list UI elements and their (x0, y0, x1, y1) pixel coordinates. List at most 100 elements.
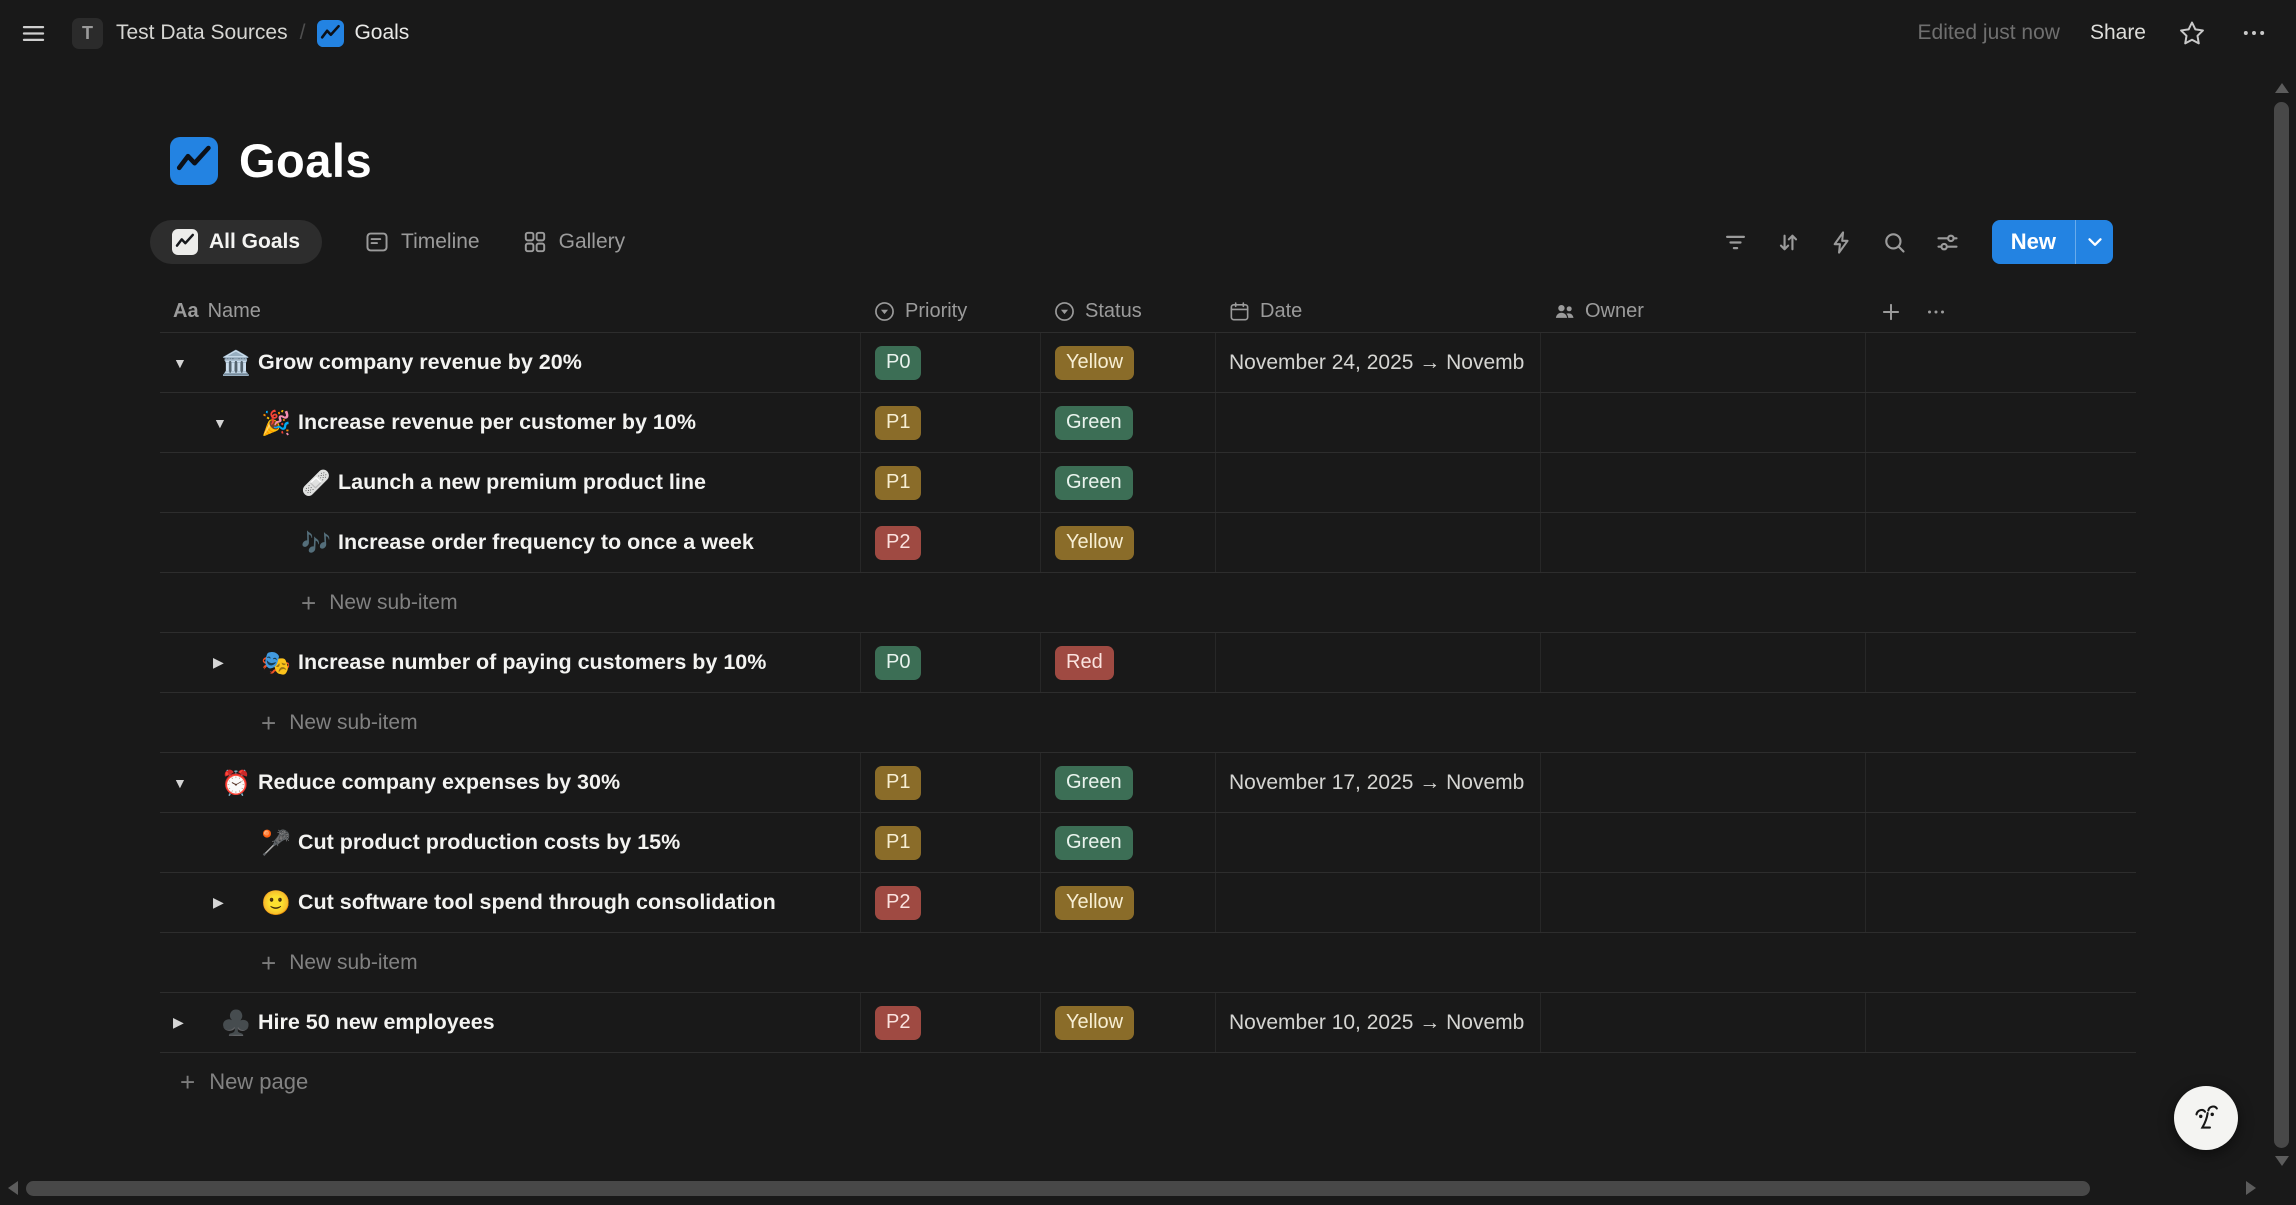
name-cell[interactable]: 🎶 Increase order frequency to once a week (160, 513, 860, 572)
date-cell[interactable] (1215, 453, 1540, 512)
date-cell[interactable] (1215, 513, 1540, 572)
toggle-expanded-icon[interactable]: ▼ (173, 774, 187, 791)
breadcrumb-workspace[interactable]: Test Data Sources (116, 21, 288, 44)
column-header-date[interactable]: Date (1215, 291, 1540, 332)
date-cell[interactable] (1215, 813, 1540, 872)
more-options-icon[interactable] (2238, 17, 2270, 49)
search-icon[interactable] (1880, 227, 1910, 257)
status-cell[interactable]: Green (1040, 393, 1215, 452)
priority-cell[interactable]: P2 (860, 993, 1040, 1052)
status-cell[interactable]: Green (1040, 813, 1215, 872)
tab-timeline[interactable]: Timeline (364, 220, 480, 264)
page-title-icon[interactable] (170, 136, 218, 185)
new-page-row[interactable]: + New page (160, 1053, 2136, 1111)
status-badge[interactable]: Green (1055, 825, 1133, 860)
owner-cell[interactable] (1540, 993, 1865, 1052)
priority-badge[interactable]: P2 (875, 525, 922, 560)
priority-badge[interactable]: P2 (875, 885, 922, 920)
owner-cell[interactable] (1540, 513, 1865, 572)
status-cell[interactable]: Yellow (1040, 993, 1215, 1052)
status-cell[interactable]: Red (1040, 633, 1215, 692)
horizontal-scrollbar-thumb[interactable] (26, 1181, 2090, 1196)
date-cell[interactable]: November 17, 2025 → Novemb (1215, 753, 1540, 812)
toggle-collapsed-icon[interactable]: ▶ (213, 894, 224, 910)
date-cell[interactable] (1215, 873, 1540, 932)
lightning-icon[interactable] (1827, 227, 1857, 257)
priority-badge[interactable]: P0 (875, 645, 922, 680)
priority-badge[interactable]: P1 (875, 405, 922, 440)
tab-all-goals[interactable]: All Goals (150, 220, 323, 264)
name-cell[interactable]: ▶ ♣️ Hire 50 new employees (160, 993, 860, 1052)
toggle-expanded-icon[interactable]: ▼ (173, 354, 187, 371)
date-cell[interactable] (1215, 633, 1540, 692)
scroll-right-arrow[interactable] (2246, 1181, 2256, 1195)
priority-badge[interactable]: P1 (875, 765, 922, 800)
status-badge[interactable]: Green (1055, 765, 1133, 800)
owner-cell[interactable] (1540, 453, 1865, 512)
tab-gallery[interactable]: Gallery (522, 220, 625, 264)
status-cell[interactable]: Yellow (1040, 513, 1215, 572)
add-column-icon[interactable] (1879, 300, 1903, 324)
share-button[interactable]: Share (2089, 21, 2146, 44)
sort-icon[interactable] (1774, 227, 1804, 257)
priority-cell[interactable]: P1 (860, 813, 1040, 872)
status-badge[interactable]: Red (1055, 645, 1114, 680)
status-badge[interactable]: Yellow (1055, 885, 1135, 920)
status-badge[interactable]: Green (1055, 465, 1133, 500)
column-header-owner[interactable]: Owner (1540, 291, 1865, 332)
owner-cell[interactable] (1540, 333, 1865, 392)
status-badge[interactable]: Yellow (1055, 1005, 1135, 1040)
new-sub-item-row[interactable]: + New sub-item (160, 933, 2136, 993)
date-cell[interactable]: November 10, 2025 → Novemb (1215, 993, 1540, 1052)
column-header-status[interactable]: Status (1040, 291, 1215, 332)
owner-cell[interactable] (1540, 753, 1865, 812)
status-badge[interactable]: Yellow (1055, 345, 1135, 380)
new-sub-item-row[interactable]: + New sub-item (160, 573, 2136, 633)
toggle-collapsed-icon[interactable]: ▶ (173, 1014, 184, 1030)
menu-icon[interactable] (18, 18, 48, 48)
status-badge[interactable]: Yellow (1055, 525, 1135, 560)
priority-cell[interactable]: P0 (860, 633, 1040, 692)
owner-cell[interactable] (1540, 393, 1865, 452)
priority-badge[interactable]: P2 (875, 1005, 922, 1040)
owner-cell[interactable] (1540, 813, 1865, 872)
name-cell[interactable]: 🩹 Launch a new premium product line (160, 453, 860, 512)
name-cell[interactable]: ▼ 🎉 Increase revenue per customer by 10% (160, 393, 860, 452)
name-cell[interactable]: ▶ 🙂 Cut software tool spend through consol… (160, 873, 860, 932)
name-cell[interactable]: 🥍 Cut product production costs by 15% (160, 813, 860, 872)
scroll-down-arrow[interactable] (2275, 1156, 2289, 1166)
status-cell[interactable]: Green (1040, 753, 1215, 812)
filter-icon[interactable] (1721, 227, 1751, 257)
table-options-icon[interactable] (1924, 300, 1948, 324)
column-header-name[interactable]: Aa Name (160, 291, 860, 332)
priority-cell[interactable]: P0 (860, 333, 1040, 392)
new-dropdown-chevron-icon[interactable] (2075, 220, 2113, 264)
priority-badge[interactable]: P1 (875, 465, 922, 500)
name-cell[interactable]: ▼ ⏰ Reduce company expenses by 30% (160, 753, 860, 812)
favorite-star-icon[interactable] (2176, 17, 2208, 49)
priority-badge[interactable]: P0 (875, 345, 922, 380)
status-cell[interactable]: Green (1040, 453, 1215, 512)
toggle-expanded-icon[interactable]: ▼ (213, 414, 227, 431)
new-button[interactable]: New (2010, 229, 2056, 254)
page-title[interactable]: Goals (239, 134, 373, 187)
breadcrumb-page[interactable]: Goals (354, 21, 410, 44)
scroll-left-arrow[interactable] (8, 1181, 18, 1195)
priority-badge[interactable]: P1 (875, 825, 922, 860)
priority-cell[interactable]: P1 (860, 753, 1040, 812)
status-cell[interactable]: Yellow (1040, 333, 1215, 392)
priority-cell[interactable]: P2 (860, 513, 1040, 572)
name-cell[interactable]: ▼ 🏛️ Grow company revenue by 20% (160, 333, 860, 392)
date-cell[interactable] (1215, 393, 1540, 452)
priority-cell[interactable]: P1 (860, 453, 1040, 512)
status-badge[interactable]: Green (1055, 405, 1133, 440)
toggle-collapsed-icon[interactable]: ▶ (213, 654, 224, 670)
owner-cell[interactable] (1540, 873, 1865, 932)
owner-cell[interactable] (1540, 633, 1865, 692)
name-cell[interactable]: ▶ 🎭 Increase number of paying customers by… (160, 633, 860, 692)
new-sub-item-row[interactable]: + New sub-item (160, 693, 2136, 753)
column-header-priority[interactable]: Priority (860, 291, 1040, 332)
workspace-avatar[interactable]: T (72, 17, 103, 49)
view-settings-icon[interactable] (1933, 227, 1963, 257)
date-cell[interactable]: November 24, 2025 → Novemb (1215, 333, 1540, 392)
